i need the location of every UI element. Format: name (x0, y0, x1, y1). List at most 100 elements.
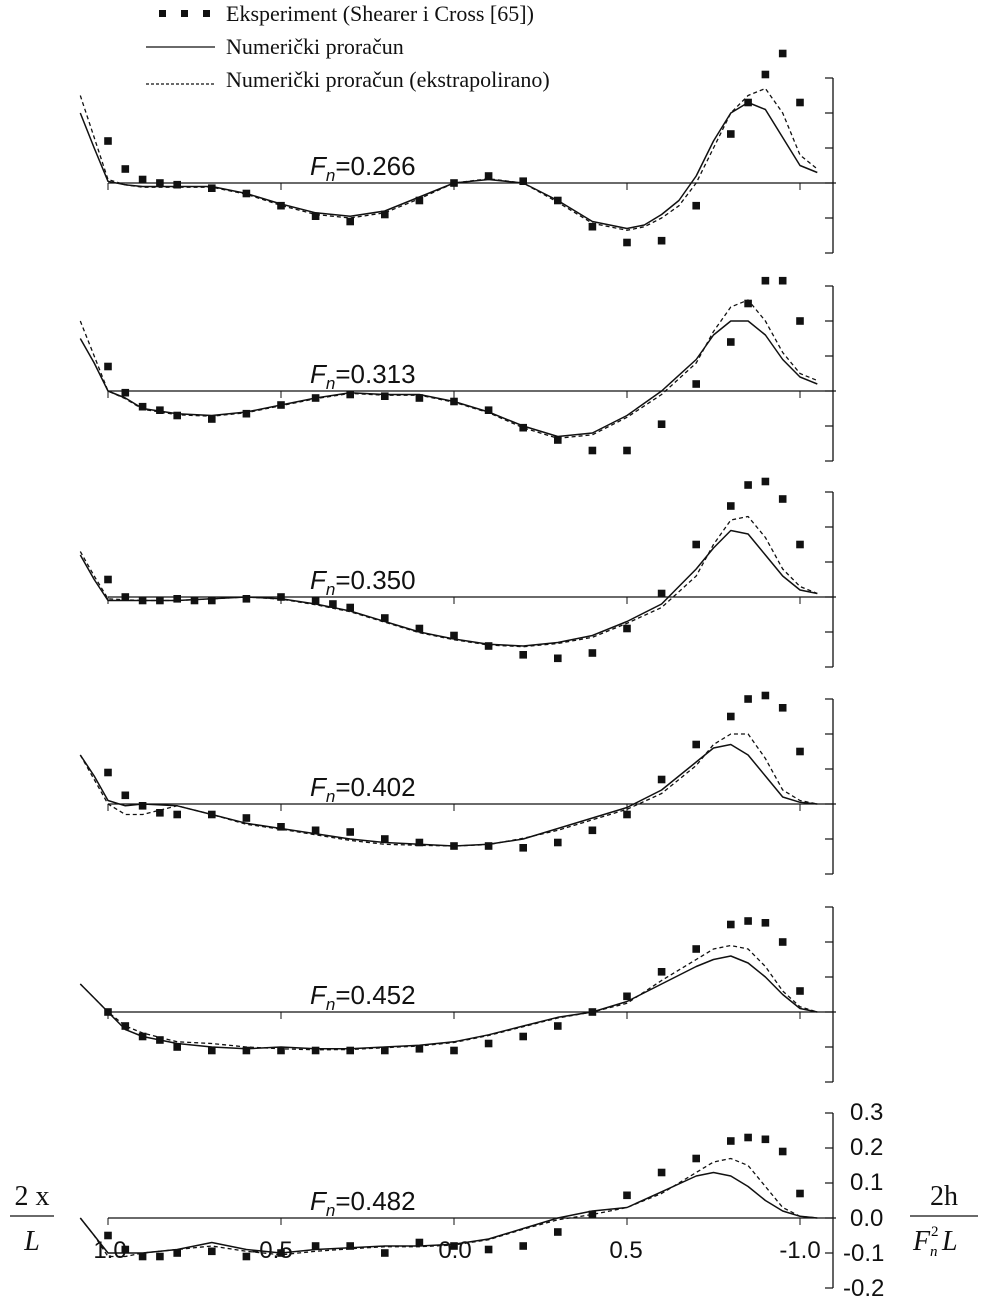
experiment-point (138, 402, 147, 411)
experiment-point (450, 631, 458, 640)
x-axis-symbol: 2 x L (10, 1181, 54, 1257)
x-tick-label: 0.0 (438, 1237, 471, 1264)
experiment-point (208, 415, 216, 423)
panel-froude-label: Fn=0.266 (310, 151, 416, 185)
experiment-point (623, 1191, 631, 1200)
experiment-point (415, 624, 424, 633)
experiment-point (727, 338, 735, 346)
panel-froude-label: Fn=0.313 (310, 359, 416, 393)
y-tick-label: -0.1 (843, 1240, 884, 1267)
legend: Eksperiment (Shearer i Cross [65]) Numer… (146, 1, 550, 92)
experiment-point (519, 844, 527, 852)
experiment-point (121, 593, 130, 601)
experiment-point (311, 1046, 320, 1055)
experiment-point (311, 826, 320, 835)
experiment-point (121, 388, 130, 397)
series-numeric-line (79, 955, 818, 1050)
experiment-point (346, 1242, 354, 1250)
experiment-point (156, 1252, 164, 1261)
experiment-point (104, 1008, 112, 1016)
x-axis-symbol-numerator: 2 x (15, 1181, 50, 1212)
y-tick-label: 0.0 (850, 1205, 883, 1232)
legend-extrapolated-label: Numerički proračun (ekstrapolirano) (226, 67, 550, 92)
experiment-point (173, 411, 181, 420)
experiment-point (381, 1046, 389, 1055)
experiment-point (381, 392, 389, 400)
experiment-point (519, 1242, 527, 1250)
experiment-point (588, 222, 597, 231)
chart-panel: Fn=0.350 (79, 477, 836, 668)
experiment-point (277, 593, 285, 601)
y-tick-label: -0.2 (843, 1275, 884, 1302)
experiment-point (623, 810, 631, 819)
experiment-point (796, 1189, 804, 1198)
experiment-point (727, 712, 735, 721)
experiment-point (761, 477, 770, 486)
experiment-point (242, 1252, 251, 1261)
experiment-point (554, 436, 562, 444)
experiment-point (727, 130, 735, 138)
experiment-point (588, 1210, 597, 1219)
experiment-point (173, 1043, 181, 1051)
experiment-point (329, 600, 337, 608)
y-tick-label: 0.2 (850, 1134, 883, 1161)
panel-froude-label: Fn=0.452 (310, 980, 416, 1014)
legend-numeric-label: Numerički proračun (226, 34, 404, 59)
x-tick-label: 0.5 (609, 1237, 642, 1264)
legend-experiment-markers (159, 10, 210, 17)
experiment-point (692, 201, 700, 210)
series-extrapolated-line (79, 299, 818, 439)
legend-experiment-label: Eksperiment (Shearer i Cross [65]) (226, 1, 534, 26)
series-numeric-line (79, 743, 818, 847)
experiment-point (450, 842, 458, 850)
y-axis-symbol-sup: 2 (931, 1224, 939, 1240)
experiment-point (346, 603, 354, 612)
x-tick-label: -0.5 (251, 1237, 292, 1264)
experiment-point (657, 589, 666, 598)
experiment-point (277, 401, 285, 409)
experiment-point (277, 823, 285, 831)
experiment-point (692, 380, 700, 388)
experiment-point (588, 649, 597, 657)
experiment-point (173, 1249, 181, 1257)
experiment-point (484, 1039, 493, 1048)
experiment-point (796, 987, 804, 995)
experiment-point (121, 1022, 130, 1030)
y-axis-symbol-numerator: 2h (930, 1181, 958, 1212)
series-numeric-line (79, 320, 818, 438)
experiment-point (588, 1008, 597, 1016)
experiment-point (104, 768, 112, 777)
experiment-point (778, 276, 787, 285)
experiment-point (484, 406, 493, 414)
experiment-point (692, 740, 700, 749)
experiment-point (450, 397, 458, 406)
experiment-point (778, 495, 787, 503)
experiment-point (450, 179, 458, 187)
series-numeric-line (79, 101, 818, 230)
experiment-point (554, 1228, 562, 1236)
experiment-point (796, 317, 804, 325)
experiment-point (623, 992, 631, 1001)
experiment-point (415, 1238, 424, 1247)
experiment-point (346, 390, 354, 399)
experiment-point (121, 165, 130, 173)
experiment-point (727, 1137, 735, 1145)
experiment-point (415, 196, 424, 205)
experiment-point (778, 704, 787, 712)
experiment-point (657, 236, 666, 245)
experiment-point (554, 196, 562, 205)
series-extrapolated-line (79, 733, 818, 847)
experiment-point (173, 810, 181, 819)
experiment-point (415, 1045, 424, 1053)
experiment-point (208, 184, 216, 192)
panel-froude-label: Fn=0.402 (310, 772, 416, 806)
experiment-point (311, 596, 320, 605)
y-axis-symbol: 2h F 2 n L (910, 1181, 978, 1260)
experiment-point (156, 179, 164, 187)
experiment-point (761, 276, 770, 285)
experiment-point (778, 938, 787, 946)
experiment-point (484, 642, 493, 650)
experiment-point (415, 838, 424, 847)
experiment-point (242, 814, 251, 822)
